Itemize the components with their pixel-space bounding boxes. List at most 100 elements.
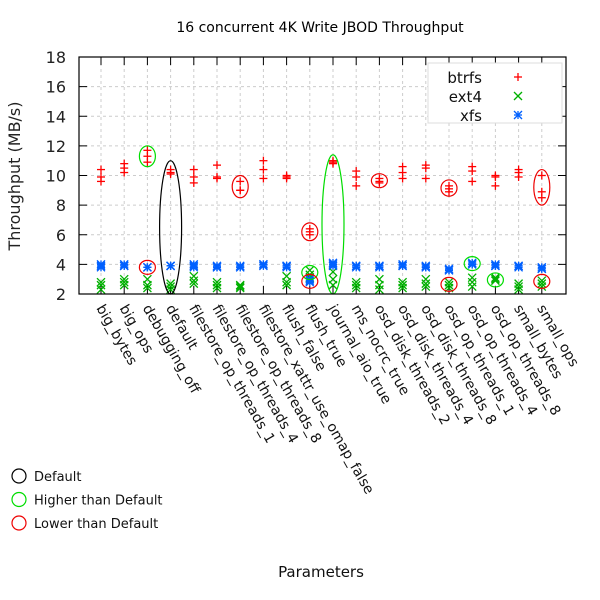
- circle-legend-label: Higher than Default: [34, 494, 163, 509]
- marker-stroke: [96, 277, 106, 287]
- annotation-ellipse: [486, 272, 504, 288]
- ext4-point: [537, 282, 547, 292]
- btrfs-point: [352, 181, 361, 190]
- xfs-point: [142, 262, 152, 272]
- chart-title: 16 concurrent 4K Write JBOD Throughput: [176, 20, 464, 36]
- y-ticks: 2 4 6 8 10 12 14 16 18: [46, 48, 566, 304]
- btrfs-point: [189, 178, 198, 187]
- btrfs-point: [236, 186, 245, 195]
- xfs-point: [514, 262, 524, 272]
- x-axis-label: Parameters: [278, 563, 364, 581]
- btrfs-point: [189, 165, 198, 174]
- ext4-point: [142, 280, 152, 290]
- btrfs-point: [213, 174, 221, 183]
- btrfs-point: [491, 172, 500, 181]
- btrfs-point: [537, 193, 546, 202]
- ext4-point: [328, 280, 338, 290]
- ext4-point: [514, 285, 524, 295]
- ext4-point: [374, 285, 384, 295]
- y-tick-label: 18: [46, 48, 66, 67]
- btrfs-point: [514, 172, 523, 181]
- circle-legend-label: Lower than Default: [34, 517, 158, 532]
- btrfs-point: [120, 168, 129, 177]
- btrfs-point: [143, 158, 152, 167]
- ext4-point: [212, 283, 222, 293]
- marker-stroke: [119, 277, 129, 287]
- legend-marker-btrfs: [514, 73, 522, 81]
- btrfs-point: [305, 230, 314, 239]
- btrfs-point: [259, 174, 268, 183]
- ext4-point: [351, 280, 361, 290]
- marker-stroke: [514, 282, 524, 292]
- marker-stroke: [374, 262, 384, 272]
- xfs-point: [189, 262, 199, 272]
- marker-stroke: [513, 110, 523, 120]
- marker-stroke: [235, 280, 245, 290]
- btrfs-point: [398, 174, 407, 183]
- ext4-point: [282, 280, 292, 290]
- y-axis-label: Throughput (MB/s): [5, 101, 24, 251]
- ext4-point: [351, 283, 361, 293]
- btrfs-point: [468, 177, 477, 186]
- xfs-point: [374, 262, 384, 272]
- ext4-point: [421, 279, 431, 289]
- legend-marker-xfs: [513, 110, 523, 120]
- marker-stroke: [142, 262, 152, 272]
- marker-stroke: [282, 277, 292, 287]
- legend-box: [427, 62, 563, 124]
- marker-stroke: [235, 282, 245, 292]
- marker-stroke: [189, 262, 199, 272]
- xfs-point: [537, 264, 547, 274]
- btrfs-point: [329, 159, 337, 168]
- marker-stroke: [537, 279, 547, 289]
- circle-legend: Default Higher than Default Lower than Def…: [11, 468, 163, 532]
- marker-stroke: [467, 259, 477, 269]
- marker-stroke: [351, 283, 361, 293]
- marker-stroke: [142, 283, 152, 293]
- marker-stroke: [398, 283, 408, 293]
- xfs-point: [119, 261, 129, 271]
- marker-stroke: [537, 264, 547, 274]
- marker-stroke: [514, 285, 524, 295]
- marker-stroke: [398, 261, 408, 271]
- btrfs-point: [97, 177, 105, 186]
- annotation-ellipse: [301, 273, 319, 290]
- marker-stroke: [189, 279, 199, 289]
- marker-stroke: [421, 282, 431, 292]
- circle-legend-icon: [11, 468, 27, 484]
- marker-stroke: [513, 91, 523, 101]
- y-tick-label: 6: [56, 226, 66, 245]
- annotation-ellipse: [463, 256, 481, 272]
- marker-stroke: [235, 283, 245, 293]
- marker-stroke: [537, 282, 547, 292]
- xfs-point: [444, 265, 454, 275]
- annotation-ellipses: [138, 145, 551, 295]
- ext4-point: [514, 282, 524, 292]
- marker-stroke: [235, 262, 245, 272]
- annotation-ellipse: [138, 259, 156, 275]
- marker-stroke: [490, 276, 500, 286]
- ext4-point: [189, 279, 199, 289]
- xfs-point: [328, 261, 338, 271]
- marker-stroke: [444, 265, 454, 275]
- btrfs-point: [421, 174, 430, 183]
- marker-stroke: [328, 261, 338, 271]
- circle-legend-icon: [11, 491, 27, 508]
- ext4-point: [212, 280, 222, 290]
- legend-label-ext4: ext4: [449, 88, 482, 106]
- marker-stroke: [166, 282, 176, 292]
- marker-stroke: [374, 285, 384, 295]
- xfs-point: [398, 261, 408, 271]
- y-tick-label: 8: [56, 196, 66, 215]
- marker-stroke: [328, 280, 338, 290]
- ext4-point: [490, 276, 500, 286]
- marker-stroke: [212, 262, 222, 272]
- ext4-point: [189, 276, 199, 286]
- ext4-point: [282, 277, 292, 287]
- y-tick-label: 16: [46, 78, 66, 97]
- xfs-point: [166, 261, 176, 271]
- marker-stroke: [258, 261, 268, 271]
- ext4-point: [235, 282, 245, 292]
- xfs-point: [490, 261, 500, 271]
